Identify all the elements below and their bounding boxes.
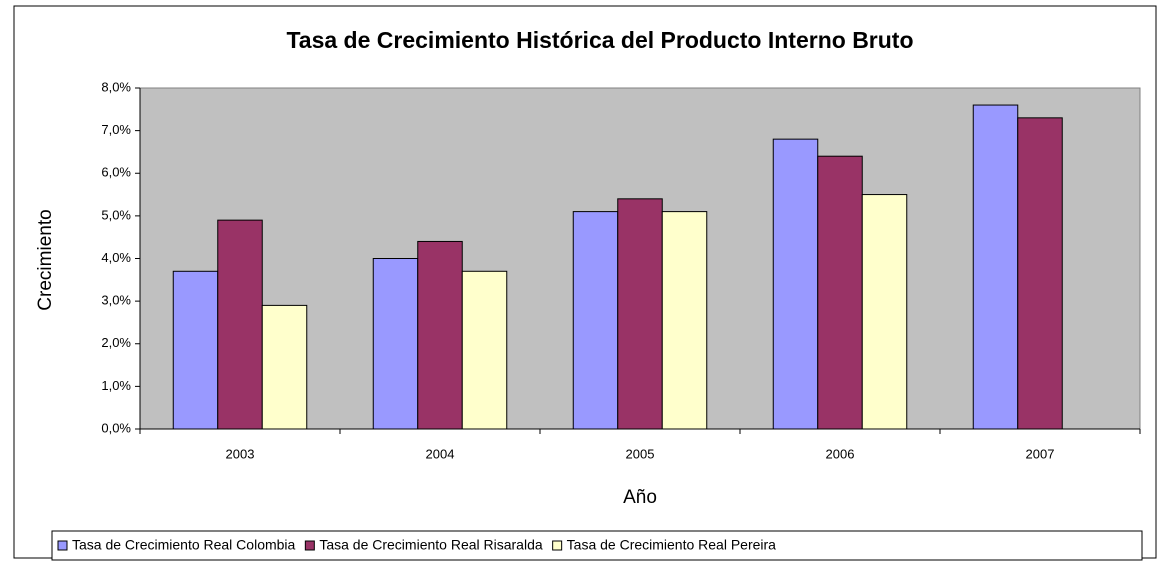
y-tick-label: 6,0% bbox=[101, 165, 131, 180]
legend-label: Tasa de Crecimiento Real Colombia bbox=[72, 537, 296, 553]
bar bbox=[772, 138, 819, 430]
bar bbox=[1017, 117, 1063, 430]
y-tick-label: 3,0% bbox=[101, 293, 131, 308]
y-tick-label: 0,0% bbox=[101, 420, 131, 435]
bar bbox=[861, 194, 908, 430]
bar bbox=[172, 270, 219, 430]
legend-swatch bbox=[552, 540, 563, 551]
legend-box bbox=[51, 530, 1143, 561]
bar bbox=[661, 211, 708, 430]
legend-label: Tasa de Crecimiento Real Risaralda bbox=[319, 537, 543, 553]
chart-title: Tasa de Crecimiento Histórica del Produc… bbox=[286, 27, 913, 53]
legend-label: Tasa de Crecimiento Real Pereira bbox=[567, 537, 777, 553]
x-tick-label: 2004 bbox=[426, 446, 455, 461]
x-axis-label: Año bbox=[623, 487, 657, 508]
legend-swatch bbox=[57, 540, 68, 551]
bar bbox=[261, 304, 308, 430]
x-tick-label: 2005 bbox=[626, 446, 655, 461]
x-tick-label: 2006 bbox=[826, 446, 855, 461]
y-tick-label: 1,0% bbox=[101, 378, 131, 393]
y-tick-label: 5,0% bbox=[101, 207, 131, 222]
x-tick-label: 2003 bbox=[226, 446, 255, 461]
bar bbox=[372, 258, 419, 430]
y-tick-label: 8,0% bbox=[101, 79, 131, 94]
bar bbox=[617, 198, 663, 430]
bar bbox=[817, 155, 863, 430]
bar bbox=[972, 104, 1019, 430]
y-axis-label: Crecimiento bbox=[35, 209, 56, 310]
bar bbox=[217, 219, 263, 430]
bar bbox=[461, 270, 508, 430]
bar bbox=[572, 211, 619, 430]
legend-swatch bbox=[304, 540, 315, 551]
y-tick-label: 2,0% bbox=[101, 335, 131, 350]
y-tick-label: 4,0% bbox=[101, 250, 131, 265]
y-tick-label: 7,0% bbox=[101, 122, 131, 137]
x-tick-label: 2007 bbox=[1026, 446, 1055, 461]
bar bbox=[417, 240, 463, 430]
